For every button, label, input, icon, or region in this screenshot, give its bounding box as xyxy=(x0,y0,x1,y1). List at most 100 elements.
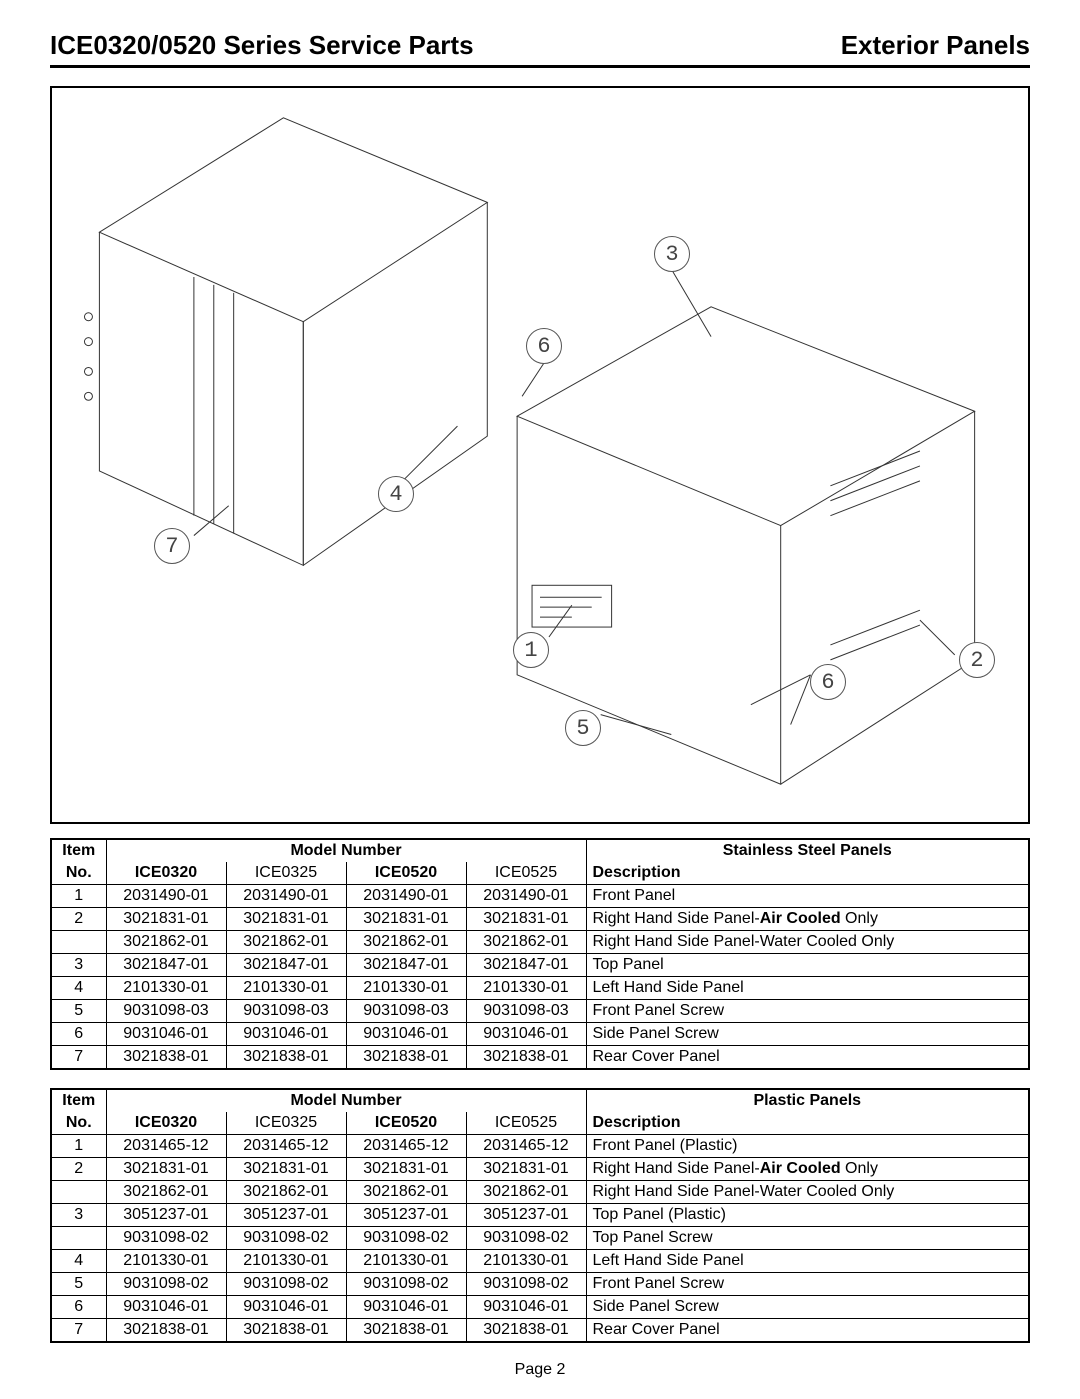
cell-partno: 3021838-01 xyxy=(346,1046,466,1070)
th-model: ICE0525 xyxy=(466,862,586,885)
cell-partno: 3021831-01 xyxy=(346,908,466,931)
th-model: ICE0520 xyxy=(346,862,466,885)
table-row: 69031046-019031046-019031046-019031046-0… xyxy=(51,1296,1029,1319)
table-row: 9031098-029031098-029031098-029031098-02… xyxy=(51,1227,1029,1250)
cell-partno: 2031490-01 xyxy=(346,885,466,908)
cell-partno: 9031046-01 xyxy=(466,1296,586,1319)
exploded-diagram: 36471265 xyxy=(50,86,1030,824)
cell-partno: 3021838-01 xyxy=(226,1046,346,1070)
cell-desc: Front Panel (Plastic) xyxy=(586,1135,1029,1158)
cell-partno: 3021831-01 xyxy=(226,1158,346,1181)
cell-desc: Side Panel Screw xyxy=(586,1023,1029,1046)
th-desc: Description xyxy=(586,862,1029,885)
cell-desc: Rear Cover Panel xyxy=(586,1319,1029,1343)
cell-partno: 9031098-02 xyxy=(346,1227,466,1250)
th-model: ICE0320 xyxy=(106,862,226,885)
cell-desc: Top Panel (Plastic) xyxy=(586,1204,1029,1227)
cell-partno: 2101330-01 xyxy=(346,977,466,1000)
callout-7: 7 xyxy=(154,528,190,564)
table-row: 3021862-013021862-013021862-013021862-01… xyxy=(51,1181,1029,1204)
cell-item xyxy=(51,1227,106,1250)
cell-partno: 3021838-01 xyxy=(466,1319,586,1343)
cell-item: 4 xyxy=(51,977,106,1000)
callout-3: 3 xyxy=(654,236,690,272)
cell-partno: 2031465-12 xyxy=(346,1135,466,1158)
parts-table-stainless: ItemModel NumberStainless Steel PanelsNo… xyxy=(50,838,1030,1070)
cell-item: 6 xyxy=(51,1296,106,1319)
cell-partno: 2031465-12 xyxy=(106,1135,226,1158)
cell-partno: 3021847-01 xyxy=(466,954,586,977)
cell-partno: 2101330-01 xyxy=(106,1250,226,1273)
header-title-left: ICE0320/0520 Series Service Parts xyxy=(50,30,474,61)
cell-partno: 3051237-01 xyxy=(346,1204,466,1227)
table-row: 23021831-013021831-013021831-013021831-0… xyxy=(51,1158,1029,1181)
cell-desc: Left Hand Side Panel xyxy=(586,977,1029,1000)
page-header: ICE0320/0520 Series Service Parts Exteri… xyxy=(50,30,1030,68)
th-model: ICE0520 xyxy=(346,1112,466,1135)
callout-6: 6 xyxy=(810,664,846,700)
cell-partno: 3021847-01 xyxy=(346,954,466,977)
cell-partno: 9031046-01 xyxy=(466,1023,586,1046)
cell-partno: 3051237-01 xyxy=(106,1204,226,1227)
cell-partno: 9031046-01 xyxy=(346,1023,466,1046)
th-no: No. xyxy=(51,862,106,885)
cell-item: 3 xyxy=(51,1204,106,1227)
cell-partno: 3051237-01 xyxy=(466,1204,586,1227)
cell-partno: 2031490-01 xyxy=(106,885,226,908)
callout-6: 6 xyxy=(526,328,562,364)
table-row: 12031465-122031465-122031465-122031465-1… xyxy=(51,1135,1029,1158)
th-panel-type: Stainless Steel Panels xyxy=(586,839,1029,862)
cell-desc: Front Panel Screw xyxy=(586,1000,1029,1023)
cell-partno: 3021862-01 xyxy=(106,1181,226,1204)
table-row: 23021831-013021831-013021831-013021831-0… xyxy=(51,908,1029,931)
cell-partno: 9031046-01 xyxy=(226,1023,346,1046)
table-row: 73021838-013021838-013021838-013021838-0… xyxy=(51,1046,1029,1070)
cell-partno: 3021847-01 xyxy=(106,954,226,977)
cell-partno: 9031098-03 xyxy=(346,1000,466,1023)
cell-partno: 9031098-03 xyxy=(466,1000,586,1023)
cell-item: 7 xyxy=(51,1319,106,1343)
cell-partno: 9031098-02 xyxy=(346,1273,466,1296)
cell-item: 3 xyxy=(51,954,106,977)
table-row: 3021862-013021862-013021862-013021862-01… xyxy=(51,931,1029,954)
cell-partno: 3021847-01 xyxy=(226,954,346,977)
table-row: 59031098-029031098-029031098-029031098-0… xyxy=(51,1273,1029,1296)
cell-item: 4 xyxy=(51,1250,106,1273)
cell-partno: 3021862-01 xyxy=(226,931,346,954)
th-model: ICE0325 xyxy=(226,862,346,885)
cell-desc: Front Panel Screw xyxy=(586,1273,1029,1296)
page-number: Page 2 xyxy=(50,1361,1030,1379)
cell-partno: 2031490-01 xyxy=(466,885,586,908)
th-model: ICE0325 xyxy=(226,1112,346,1135)
cell-item: 6 xyxy=(51,1023,106,1046)
cell-partno: 3021831-01 xyxy=(346,1158,466,1181)
cell-partno: 2031490-01 xyxy=(226,885,346,908)
cell-desc: Left Hand Side Panel xyxy=(586,1250,1029,1273)
cell-partno: 3021831-01 xyxy=(466,908,586,931)
cell-partno: 9031098-02 xyxy=(106,1273,226,1296)
cell-partno: 9031046-01 xyxy=(106,1023,226,1046)
cell-desc: Right Hand Side Panel-Water Cooled Only xyxy=(586,931,1029,954)
cell-partno: 3021831-01 xyxy=(106,908,226,931)
cell-partno: 9031098-03 xyxy=(106,1000,226,1023)
cell-partno: 3021838-01 xyxy=(106,1046,226,1070)
diagram-svg xyxy=(52,88,1028,822)
th-panel-type: Plastic Panels xyxy=(586,1089,1029,1112)
cell-partno: 2101330-01 xyxy=(466,1250,586,1273)
cell-desc: Front Panel xyxy=(586,885,1029,908)
cell-partno: 9031098-02 xyxy=(226,1227,346,1250)
cell-partno: 9031098-02 xyxy=(106,1227,226,1250)
cell-partno: 3021831-01 xyxy=(466,1158,586,1181)
table-row: 69031046-019031046-019031046-019031046-0… xyxy=(51,1023,1029,1046)
cell-partno: 9031098-02 xyxy=(466,1227,586,1250)
cell-desc: Rear Cover Panel xyxy=(586,1046,1029,1070)
header-title-right: Exterior Panels xyxy=(841,30,1030,61)
callout-4: 4 xyxy=(378,476,414,512)
cell-desc: Right Hand Side Panel-Water Cooled Only xyxy=(586,1181,1029,1204)
callout-1: 1 xyxy=(513,632,549,668)
cell-desc: Top Panel Screw xyxy=(586,1227,1029,1250)
cell-partno: 2031465-12 xyxy=(466,1135,586,1158)
cell-partno: 3021838-01 xyxy=(226,1319,346,1343)
cell-partno: 3021838-01 xyxy=(346,1319,466,1343)
cell-item xyxy=(51,1181,106,1204)
